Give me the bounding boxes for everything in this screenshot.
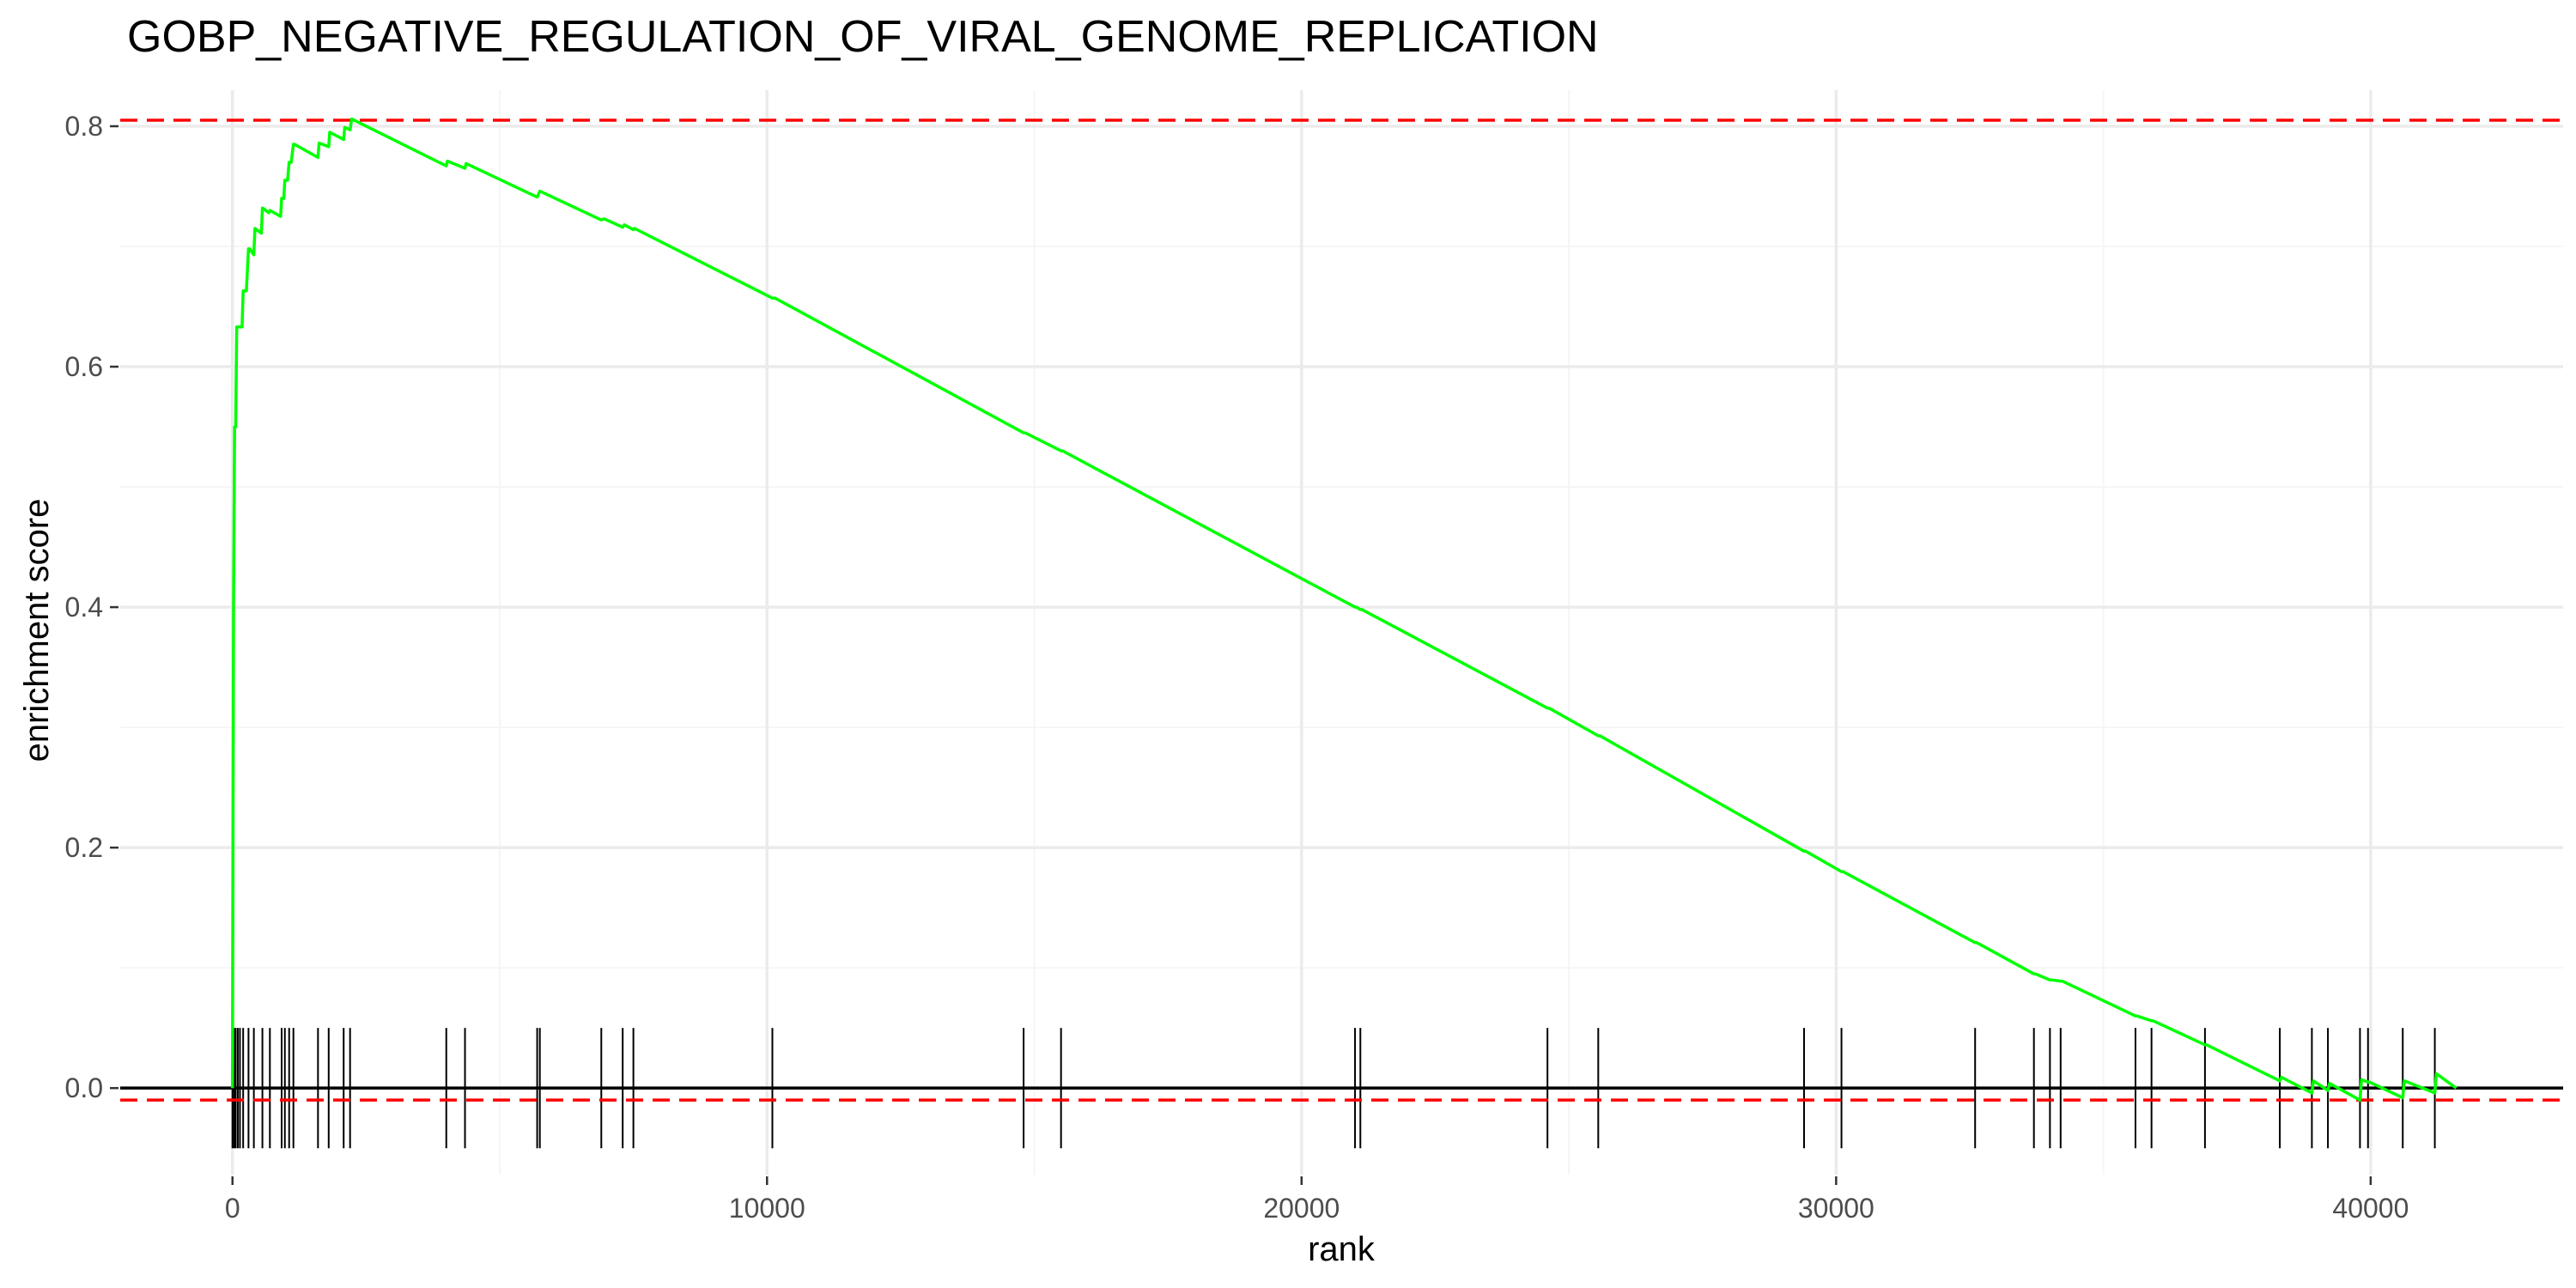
x-tick-label: 10000 bbox=[729, 1193, 805, 1224]
enrichment-curve-line bbox=[230, 117, 2458, 1102]
minor-gridlines bbox=[120, 90, 2563, 1175]
y-tick-label: 0.6 bbox=[65, 351, 103, 382]
x-tick-label: 0 bbox=[225, 1193, 240, 1224]
y-axis-title: enrichment score bbox=[18, 499, 56, 762]
x-axis-ticks: 0 10000 20000 30000 40000 bbox=[225, 1176, 2409, 1224]
y-axis-ticks: 0.0 0.2 0.4 0.6 0.8 bbox=[65, 111, 118, 1103]
gene-hit-marks bbox=[231, 1028, 2436, 1149]
y-tick-label: 0.4 bbox=[65, 592, 103, 623]
y-tick-label: 0.8 bbox=[65, 111, 103, 142]
running-enrichment-curve bbox=[230, 117, 2458, 1102]
y-tick-label: 0.2 bbox=[65, 832, 103, 863]
y-tick-label: 0.0 bbox=[65, 1072, 103, 1103]
threshold-lines bbox=[120, 118, 2563, 1102]
chart-title: GOBP_NEGATIVE_REGULATION_OF_VIRAL_GENOME… bbox=[127, 12, 1599, 62]
x-tick-label: 40000 bbox=[2332, 1193, 2409, 1224]
x-axis-title: rank bbox=[1308, 1230, 1376, 1268]
x-tick-label: 30000 bbox=[1798, 1193, 1874, 1224]
major-gridlines bbox=[120, 90, 2563, 1175]
x-tick-label: 20000 bbox=[1263, 1193, 1340, 1224]
